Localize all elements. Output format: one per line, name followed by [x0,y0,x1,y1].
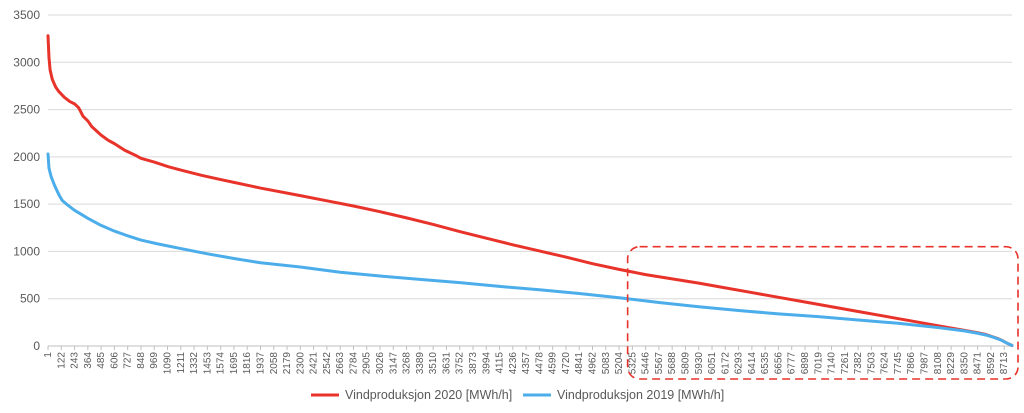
x-tick-label: 5446 [641,352,652,375]
x-tick-label: 485 [96,352,107,369]
x-tick-label: 7866 [906,352,917,375]
x-tick-label: 1574 [216,352,227,375]
x-tick-label: 4962 [588,352,599,375]
x-tick-label: 8471 [973,352,984,375]
x-tick-label: 3268 [402,352,413,375]
x-tick-label: 3389 [415,352,426,375]
legend-label: Vindproduksjon 2019 [MWh/h] [557,388,724,402]
x-tick-label: 243 [70,352,81,369]
x-tick-label: 848 [136,352,147,369]
x-tick-label: 5688 [667,352,678,375]
x-tick-label: 6051 [707,352,718,375]
y-tick-label: 2500 [13,103,40,117]
x-tick-label: 2421 [309,352,320,375]
x-tick-label: 5809 [680,352,691,375]
x-tick-label: 8350 [959,352,970,375]
legend: Vindproduksjon 2020 [MWh/h] Vindproduksjo… [311,388,724,402]
x-tick-label: 7987 [920,352,931,375]
x-tick-label: 7261 [840,352,851,375]
x-tick-label: 5204 [614,352,625,375]
highlight-annotation [626,245,1019,380]
x-tick-label: 1090 [163,352,174,375]
x-tick-label: 6898 [800,352,811,375]
x-tick-label: 3026 [375,352,386,375]
x-tick-label: 364 [83,352,94,369]
x-tick-label: 3752 [455,352,466,375]
x-tick-label: 4720 [561,352,572,375]
x-tick-label: 5930 [694,352,705,375]
highlight-box [626,245,1019,380]
x-tick-label: 4115 [495,352,506,374]
x-tick-label: 1816 [242,352,253,375]
x-tick-label: 7624 [880,352,891,375]
y-tick-label: 2000 [13,150,40,164]
x-tick-label: 5083 [601,352,612,375]
y-tick-label: 3000 [13,55,40,69]
x-tick-label: 7140 [827,352,838,375]
x-tick-label: 122 [56,352,67,369]
x-tick-label: 2058 [269,352,280,375]
x-tick-label: 2179 [282,352,293,375]
x-tick-label: 1211 [176,352,187,374]
x-tick-label: 6535 [760,352,771,375]
x-tick-label: 969 [149,352,160,369]
x-tick-label: 6656 [773,352,784,375]
y-tick-label: 1500 [13,197,40,211]
x-tick-label: 2784 [348,352,359,375]
x-tick-label: 2663 [335,352,346,375]
x-tick-label: 727 [123,352,134,369]
x-tick-label: 1453 [202,352,213,375]
y-tick-label: 3500 [13,8,40,22]
x-tick-label: 7503 [866,352,877,375]
y-tick-label: 500 [20,292,40,306]
x-tick-label: 4236 [508,352,519,375]
x-tick-label: 6777 [787,352,798,375]
x-tick-label: 3631 [441,352,452,375]
x-tick-label: 3994 [481,352,492,375]
legend-label: Vindproduksjon 2020 [MWh/h] [345,388,512,402]
x-tick-label: 606 [109,352,120,369]
x-tick-label: 1695 [229,352,240,375]
x-axis: 1 122 243 364 485 606 727 848 969 1090 1211 1332 145… [43,345,1012,375]
x-tick-label: 5325 [627,352,638,375]
x-tick-label: 8108 [933,352,944,375]
y-tick-label: 0 [33,339,40,353]
x-tick-label: 6293 [734,352,745,375]
x-tick-label: 6172 [720,352,731,375]
x-tick-label: 8592 [986,352,997,375]
gridlines [48,14,1012,300]
series-line-1 [46,34,1014,348]
y-axis: 0 500 1000 1500 2000 2500 3000 3500 [13,8,40,353]
x-tick-label: 4841 [574,352,585,375]
x-tick-label: 7382 [853,352,864,375]
x-tick-label: 3873 [468,352,479,375]
x-tick-label: 6414 [747,352,758,375]
x-tick-label: 2905 [362,352,373,375]
x-tick-label: 1 [43,352,54,358]
x-tick-label: 1937 [255,352,266,375]
x-tick-label: 1332 [189,352,200,375]
x-tick-label: 4357 [521,352,532,375]
x-tick-label: 3147 [388,352,399,375]
x-tick-label: 3510 [428,352,439,375]
x-tick-label: 8229 [946,352,957,375]
x-tick-label: 7019 [813,352,824,375]
x-tick-label: 7745 [893,352,904,375]
series-line-2 [46,152,1014,348]
x-tick-label: 2542 [322,352,333,375]
x-tick-label: 8713 [999,352,1010,375]
x-tick-label: 2300 [295,352,306,375]
x-tick-label: 4599 [548,352,559,375]
x-tick-label: 4478 [534,352,545,375]
x-tick-label: 5567 [654,352,665,375]
series-lines [46,34,1014,348]
y-tick-label: 1000 [13,244,40,258]
